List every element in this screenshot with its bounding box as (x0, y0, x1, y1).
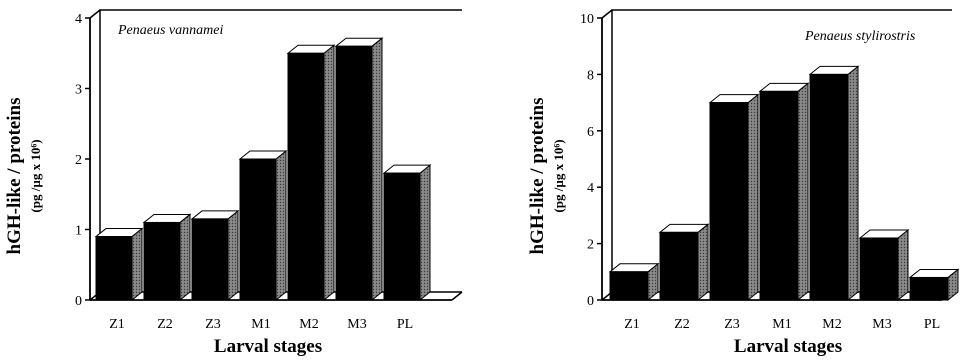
bar-side (275, 149, 287, 302)
y-axis-unit: (pg /µg x 10⁶) (28, 139, 43, 212)
x-tick-label: Z2 (674, 317, 690, 332)
bar-side (847, 65, 859, 302)
bar (708, 93, 760, 302)
bar-front (609, 271, 649, 301)
bar-side (227, 209, 239, 302)
y-tick-label: 1 (75, 224, 82, 239)
y-axis-top-edge (601, 9, 613, 19)
bar-front (859, 237, 899, 301)
x-axis-label: Larval stages (214, 336, 322, 357)
x-tick-label: PL (924, 317, 940, 332)
y-axis-top-edge (89, 9, 101, 19)
x-tick-label: Z1 (624, 317, 640, 332)
bar (658, 223, 710, 302)
bar (286, 44, 336, 302)
bar (608, 262, 660, 302)
y-tick-label: 8 (587, 68, 594, 83)
x-tick-label: M3 (872, 317, 891, 332)
y-tick-label: 6 (587, 125, 594, 140)
bar-side (797, 82, 809, 302)
bar-front (239, 158, 277, 301)
bar (238, 149, 288, 302)
chart-penaeus-vannamei: Penaeus vannamei hGH-like / proteins (pg… (4, 9, 463, 357)
bar-side (747, 93, 759, 302)
bar-side (323, 44, 335, 302)
y-tick-label: 2 (75, 153, 82, 168)
bar-front (287, 52, 325, 301)
x-tick-label: M3 (347, 317, 366, 332)
back-wall (601, 9, 952, 301)
bar (808, 65, 860, 302)
x-tick-label: Z2 (157, 317, 173, 332)
y-axis-unit: (pg /µg x 10⁶) (551, 139, 566, 212)
bar (190, 209, 240, 302)
floor-right-edge (451, 291, 463, 301)
y-axis-label: hGH-like / proteins (527, 98, 548, 255)
bar-front (191, 218, 229, 301)
x-axis-label: Larval stages (734, 336, 842, 357)
bar-front (909, 276, 949, 301)
y-tick-label: 0 (75, 294, 82, 309)
x-tick-label: Z1 (109, 317, 125, 332)
y-tick-label: 4 (587, 181, 594, 196)
chart-penaeus-stylirostris: Penaeus stylirostris hGH-like / proteins… (527, 9, 960, 357)
bar-side (179, 213, 191, 302)
y-axis-label: hGH-like / proteins (4, 98, 25, 255)
bar-front (659, 231, 699, 301)
x-tick-label: M1 (251, 317, 270, 332)
y-tick-label: 10 (580, 12, 594, 27)
bar (858, 228, 910, 302)
x-tick-label: PL (397, 317, 413, 332)
bar-front (383, 172, 421, 301)
bar-front (335, 45, 373, 301)
bar-front (709, 102, 749, 301)
x-tick-label: Z3 (724, 317, 740, 332)
bar-side (131, 227, 143, 302)
y-tick-label: 3 (75, 83, 82, 98)
y-tick-label: 4 (75, 12, 82, 27)
bar (142, 213, 192, 302)
bar (382, 164, 432, 302)
x-tick-label: M2 (822, 317, 841, 332)
bar-side (371, 37, 383, 302)
y-tick-label: 2 (587, 238, 594, 253)
chart-title: Penaeus vannamei (117, 23, 223, 38)
back-wall (89, 9, 462, 301)
bar (908, 268, 960, 302)
x-tick-label: M2 (299, 317, 318, 332)
x-tick-label: M1 (772, 317, 791, 332)
bar-side (897, 228, 909, 302)
bar-front (809, 73, 849, 301)
x-tick-label: Z3 (205, 317, 221, 332)
bar (758, 82, 810, 302)
bar (334, 37, 384, 302)
bar-front (143, 221, 181, 301)
bar (94, 227, 144, 302)
bar-front (95, 236, 133, 301)
bar-side (419, 164, 431, 302)
bar-side (697, 223, 709, 302)
y-tick-label: 0 (587, 294, 594, 309)
chart-title: Penaeus stylirostris (804, 29, 916, 44)
bar-front (759, 90, 799, 301)
